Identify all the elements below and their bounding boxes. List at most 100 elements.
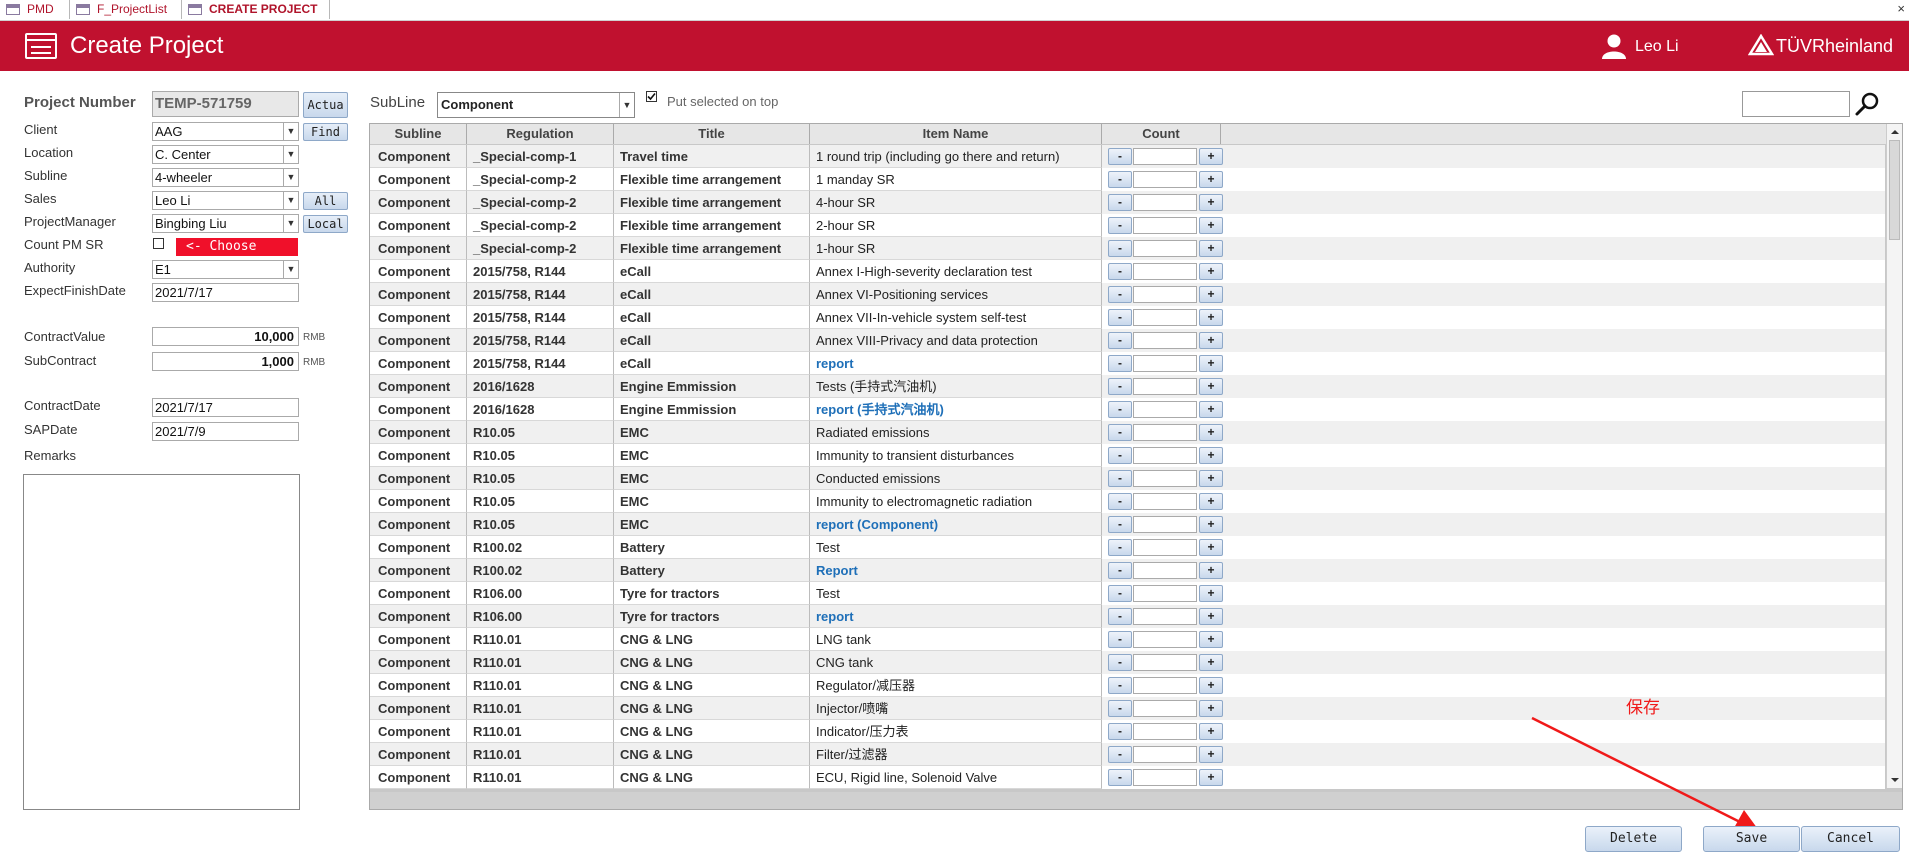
count-input[interactable] <box>1133 148 1197 165</box>
count-input[interactable] <box>1133 700 1197 717</box>
table-row[interactable]: Component R110.01 CNG & LNG LNG tank - + <box>370 628 1885 651</box>
table-row[interactable]: Component R110.01 CNG & LNG Regulator/减压器 - + <box>370 674 1885 697</box>
increment-button[interactable]: + <box>1199 539 1223 556</box>
chevron-down-icon[interactable]: ▼ <box>619 93 634 117</box>
count-input[interactable] <box>1133 539 1197 556</box>
cell-item-name[interactable]: report (Component) <box>810 513 1102 536</box>
decrement-button[interactable]: - <box>1108 263 1132 280</box>
all-button[interactable]: All <box>303 192 348 210</box>
table-row[interactable]: Component 2015/758, R144 eCall Annex I-High… <box>370 260 1885 283</box>
increment-button[interactable]: + <box>1199 309 1223 326</box>
decrement-button[interactable]: - <box>1108 401 1132 418</box>
increment-button[interactable]: + <box>1199 286 1223 303</box>
increment-button[interactable]: + <box>1199 194 1223 211</box>
scrollbar-thumb[interactable] <box>1889 140 1900 240</box>
chevron-down-icon[interactable]: ▼ <box>283 192 298 209</box>
chevron-down-icon[interactable]: ▼ <box>283 146 298 163</box>
table-row[interactable]: Component R110.01 CNG & LNG ECU, Rigid line… <box>370 766 1885 789</box>
location-dropdown[interactable]: C. Center ▼ <box>152 145 299 164</box>
table-row[interactable]: Component R110.01 CNG & LNG Indicator/压力表 - + <box>370 720 1885 743</box>
sap-date-field[interactable]: 2021/7/9 <box>152 422 299 441</box>
table-row[interactable]: Component _Special-comp-2 Flexible time ar… <box>370 214 1885 237</box>
count-input[interactable] <box>1133 332 1197 349</box>
count-input[interactable] <box>1133 746 1197 763</box>
count-input[interactable] <box>1133 769 1197 786</box>
decrement-button[interactable]: - <box>1108 516 1132 533</box>
decrement-button[interactable]: - <box>1108 424 1132 441</box>
increment-button[interactable]: + <box>1199 401 1223 418</box>
cell-item-name[interactable]: report <box>810 352 1102 375</box>
decrement-button[interactable]: - <box>1108 631 1132 648</box>
table-row[interactable]: Component R10.05 EMC Conducted emissions - + <box>370 467 1885 490</box>
cancel-button[interactable]: Cancel <box>1801 826 1900 852</box>
decrement-button[interactable]: - <box>1108 470 1132 487</box>
table-row[interactable]: Component R106.00 Tyre for tractors Test - + <box>370 582 1885 605</box>
count-input[interactable] <box>1133 309 1197 326</box>
decrement-button[interactable]: - <box>1108 769 1132 786</box>
table-row[interactable]: Component R110.01 CNG & LNG CNG tank - + <box>370 651 1885 674</box>
table-row[interactable]: Component 2016/1628 Engine Emmission report… <box>370 398 1885 421</box>
count-input[interactable] <box>1133 378 1197 395</box>
vertical-scrollbar[interactable] <box>1886 124 1903 788</box>
increment-button[interactable]: + <box>1199 746 1223 763</box>
table-row[interactable]: Component _Special-comp-2 Flexible time ar… <box>370 168 1885 191</box>
decrement-button[interactable]: - <box>1108 700 1132 717</box>
decrement-button[interactable]: - <box>1108 240 1132 257</box>
increment-button[interactable]: + <box>1199 332 1223 349</box>
increment-button[interactable]: + <box>1199 148 1223 165</box>
count-input[interactable] <box>1133 424 1197 441</box>
count-input[interactable] <box>1133 677 1197 694</box>
tab-pmd[interactable]: PMD <box>0 0 70 19</box>
increment-button[interactable]: + <box>1199 585 1223 602</box>
decrement-button[interactable]: - <box>1108 194 1132 211</box>
chevron-down-icon[interactable]: ▼ <box>283 123 298 140</box>
remarks-textarea[interactable] <box>23 474 300 810</box>
count-input[interactable] <box>1133 286 1197 303</box>
table-row[interactable]: Component 2015/758, R144 eCall report - + <box>370 352 1885 375</box>
count-input[interactable] <box>1133 516 1197 533</box>
count-input[interactable] <box>1133 194 1197 211</box>
count-input[interactable] <box>1133 401 1197 418</box>
contract-value-field[interactable]: 10,000 <box>152 327 299 346</box>
cell-item-name[interactable]: report (手持式汽油机) <box>810 398 1102 421</box>
decrement-button[interactable]: - <box>1108 654 1132 671</box>
table-row[interactable]: Component R10.05 EMC Radiated emissions - + <box>370 421 1885 444</box>
increment-button[interactable]: + <box>1199 355 1223 372</box>
increment-button[interactable]: + <box>1199 516 1223 533</box>
delete-button[interactable]: Delete <box>1585 826 1682 852</box>
decrement-button[interactable]: - <box>1108 539 1132 556</box>
decrement-button[interactable]: - <box>1108 286 1132 303</box>
increment-button[interactable]: + <box>1199 217 1223 234</box>
actual-button[interactable]: Actua <box>303 92 348 118</box>
increment-button[interactable]: + <box>1199 470 1223 487</box>
increment-button[interactable]: + <box>1199 608 1223 625</box>
find-button[interactable]: Find <box>303 123 348 141</box>
count-input[interactable] <box>1133 562 1197 579</box>
count-input[interactable] <box>1133 631 1197 648</box>
increment-button[interactable]: + <box>1199 654 1223 671</box>
tab-create-project[interactable]: CREATE PROJECT <box>182 0 330 19</box>
decrement-button[interactable]: - <box>1108 677 1132 694</box>
save-button[interactable]: Save <box>1703 826 1800 852</box>
project-manager-dropdown[interactable]: Bingbing Liu ▼ <box>152 214 299 233</box>
increment-button[interactable]: + <box>1199 493 1223 510</box>
decrement-button[interactable]: - <box>1108 723 1132 740</box>
table-row[interactable]: Component R10.05 EMC report (Component) - + <box>370 513 1885 536</box>
scroll-down-icon[interactable] <box>1887 774 1903 786</box>
increment-button[interactable]: + <box>1199 171 1223 188</box>
decrement-button[interactable]: - <box>1108 309 1132 326</box>
table-row[interactable]: Component 2016/1628 Engine Emmission Tests … <box>370 375 1885 398</box>
chevron-down-icon[interactable]: ▼ <box>283 215 298 232</box>
put-selected-checkbox[interactable] <box>646 91 657 102</box>
increment-button[interactable]: + <box>1199 240 1223 257</box>
count-pm-sr-checkbox[interactable] <box>153 238 164 249</box>
decrement-button[interactable]: - <box>1108 148 1132 165</box>
local-button[interactable]: Local <box>303 215 348 233</box>
count-input[interactable] <box>1133 723 1197 740</box>
decrement-button[interactable]: - <box>1108 493 1132 510</box>
chevron-down-icon[interactable]: ▼ <box>283 261 298 278</box>
table-row[interactable]: Component R110.01 CNG & LNG Injector/喷嘴 - + <box>370 697 1885 720</box>
table-row[interactable]: Component _Special-comp-2 Flexible time ar… <box>370 191 1885 214</box>
table-row[interactable]: Component 2015/758, R144 eCall Annex VI-Pos… <box>370 283 1885 306</box>
decrement-button[interactable]: - <box>1108 608 1132 625</box>
